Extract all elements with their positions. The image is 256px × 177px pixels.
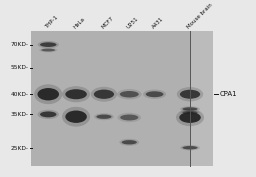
Ellipse shape	[146, 91, 163, 97]
Text: Mouse brain: Mouse brain	[187, 2, 214, 30]
Ellipse shape	[143, 90, 166, 99]
Ellipse shape	[40, 42, 57, 47]
Ellipse shape	[37, 88, 59, 100]
Ellipse shape	[180, 145, 200, 150]
Ellipse shape	[62, 86, 90, 102]
Ellipse shape	[183, 111, 198, 114]
Ellipse shape	[96, 115, 112, 119]
Ellipse shape	[38, 41, 59, 48]
Ellipse shape	[120, 91, 139, 98]
Ellipse shape	[40, 112, 57, 117]
Ellipse shape	[65, 110, 87, 123]
Text: 35KD-: 35KD-	[11, 112, 29, 117]
Ellipse shape	[94, 113, 114, 120]
Text: CPA1: CPA1	[219, 91, 237, 97]
Ellipse shape	[34, 84, 62, 104]
Text: MCF7: MCF7	[100, 16, 114, 30]
Ellipse shape	[176, 109, 204, 126]
Bar	[190, 31, 213, 166]
Ellipse shape	[179, 112, 201, 123]
Ellipse shape	[177, 87, 203, 101]
Ellipse shape	[183, 146, 198, 149]
Text: 40KD-: 40KD-	[11, 92, 29, 97]
Ellipse shape	[41, 49, 55, 52]
Ellipse shape	[91, 87, 117, 102]
Ellipse shape	[180, 110, 200, 115]
Ellipse shape	[65, 89, 87, 99]
Ellipse shape	[94, 90, 114, 99]
Ellipse shape	[39, 48, 57, 52]
Text: A431: A431	[151, 16, 165, 30]
Ellipse shape	[118, 113, 141, 122]
Ellipse shape	[117, 89, 142, 99]
Ellipse shape	[120, 115, 138, 120]
Ellipse shape	[180, 106, 200, 112]
Text: U251: U251	[126, 16, 140, 30]
Text: 25KD-: 25KD-	[11, 146, 29, 151]
Ellipse shape	[183, 107, 198, 111]
Ellipse shape	[180, 90, 200, 99]
Bar	[30, 31, 213, 166]
Text: 70KD-: 70KD-	[11, 42, 29, 47]
Ellipse shape	[38, 110, 59, 119]
Ellipse shape	[62, 107, 90, 127]
Text: HeLa: HeLa	[72, 16, 86, 30]
Ellipse shape	[122, 140, 137, 144]
Ellipse shape	[119, 139, 139, 146]
Text: THP-1: THP-1	[45, 15, 60, 30]
Text: 55KD-: 55KD-	[11, 65, 29, 70]
